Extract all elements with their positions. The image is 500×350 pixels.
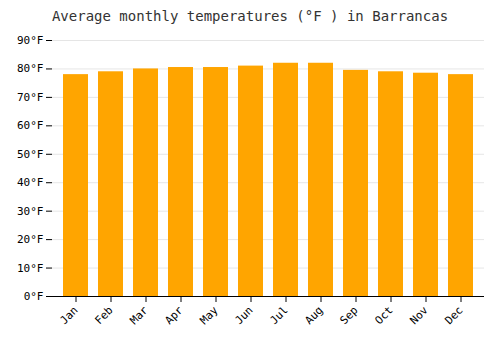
html-text:Average monthly temperatures (: Average monthly temperatures (°F ) in Ba… xyxy=(51,8,449,24)
svg-text:Mar: Mar xyxy=(127,303,151,327)
svg-text:50°F: 50°F xyxy=(17,148,44,161)
svg-text:10°F: 10°F xyxy=(17,262,44,275)
svg-text:30°F: 30°F xyxy=(17,205,44,218)
svg-text:Feb: Feb xyxy=(92,304,115,327)
svg-text:70°F: 70°F xyxy=(17,91,44,104)
svg-text:Jun: Jun xyxy=(232,304,255,327)
svg-text:80°F: 80°F xyxy=(17,62,44,75)
svg-text:90°F: 90°F xyxy=(17,34,44,47)
svg-text:Jan: Jan xyxy=(57,304,80,327)
svg-text:20°F: 20°F xyxy=(17,233,44,246)
svg-text:0°F: 0°F xyxy=(24,290,44,303)
svg-text:May: May xyxy=(197,303,221,327)
svg-text:Apr: Apr xyxy=(162,303,186,327)
svg-text:40°F: 40°F xyxy=(17,176,44,189)
svg-text:Jul: Jul xyxy=(267,304,290,327)
svg-text:Dec: Dec xyxy=(442,304,465,327)
svg-text:Sep: Sep xyxy=(337,304,360,327)
svg-text:Nov: Nov xyxy=(407,303,431,327)
svg-text:Aug: Aug xyxy=(302,304,325,327)
svg-text:Oct: Oct xyxy=(372,304,395,327)
svg-text:60°F: 60°F xyxy=(17,119,44,132)
